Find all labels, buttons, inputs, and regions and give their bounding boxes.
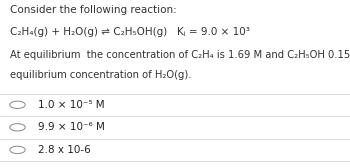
Text: equilibrium concentration of H₂O(g).: equilibrium concentration of H₂O(g).: [10, 70, 192, 80]
Text: 1.0 × 10⁻⁵ M: 1.0 × 10⁻⁵ M: [38, 100, 105, 110]
Text: At equilibrium  the concentration of C₂H₄ is 1.69 M and C₂H₅OH 0.150 M.  Determi: At equilibrium the concentration of C₂H₄…: [10, 50, 350, 60]
Text: Consider the following reaction:: Consider the following reaction:: [10, 5, 177, 15]
Text: 9.9 × 10⁻⁶ M: 9.9 × 10⁻⁶ M: [38, 122, 105, 132]
Text: 2.8 x 10-6: 2.8 x 10-6: [38, 145, 91, 155]
Text: C₂H₄(g) + H₂O(g) ⇌ C₂H₅OH(g)   Kⱼ = 9.0 × 10³: C₂H₄(g) + H₂O(g) ⇌ C₂H₅OH(g) Kⱼ = 9.0 × …: [10, 27, 250, 37]
